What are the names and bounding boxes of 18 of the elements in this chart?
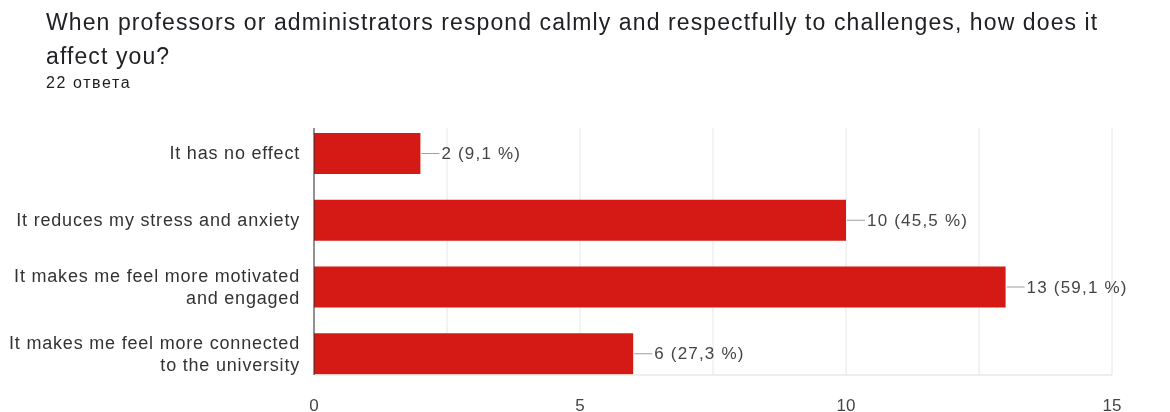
data-label: 2 (9,1 %) (441, 144, 522, 163)
y-tick-label: It reduces my stress and anxiety (16, 210, 300, 231)
chart-title: When professors or administrators respond calmly and respectfully to challenges, how does it affect you? (46, 8, 1100, 71)
x-tick-label: 0 (309, 396, 319, 412)
bar (314, 266, 1006, 308)
data-label: 6 (27,3 %) (654, 344, 745, 364)
y-tick-label: It has no effect (169, 143, 300, 164)
data-label: 13 (59,1 %) (1026, 277, 1128, 297)
data-label: 10 (45,5 %) (867, 210, 969, 230)
x-tick-label: 10 (836, 396, 856, 412)
y-tick-label: It makes me feel more motivated and engaged (14, 265, 300, 308)
x-tick-label: 5 (575, 396, 585, 412)
bar (314, 333, 634, 375)
y-tick-label: It makes me feel more connected to the university (9, 332, 300, 375)
bar (314, 133, 421, 174)
x-tick-label: 15 (1102, 396, 1122, 412)
bar (314, 199, 846, 241)
text: 22 ответа (46, 73, 132, 93)
